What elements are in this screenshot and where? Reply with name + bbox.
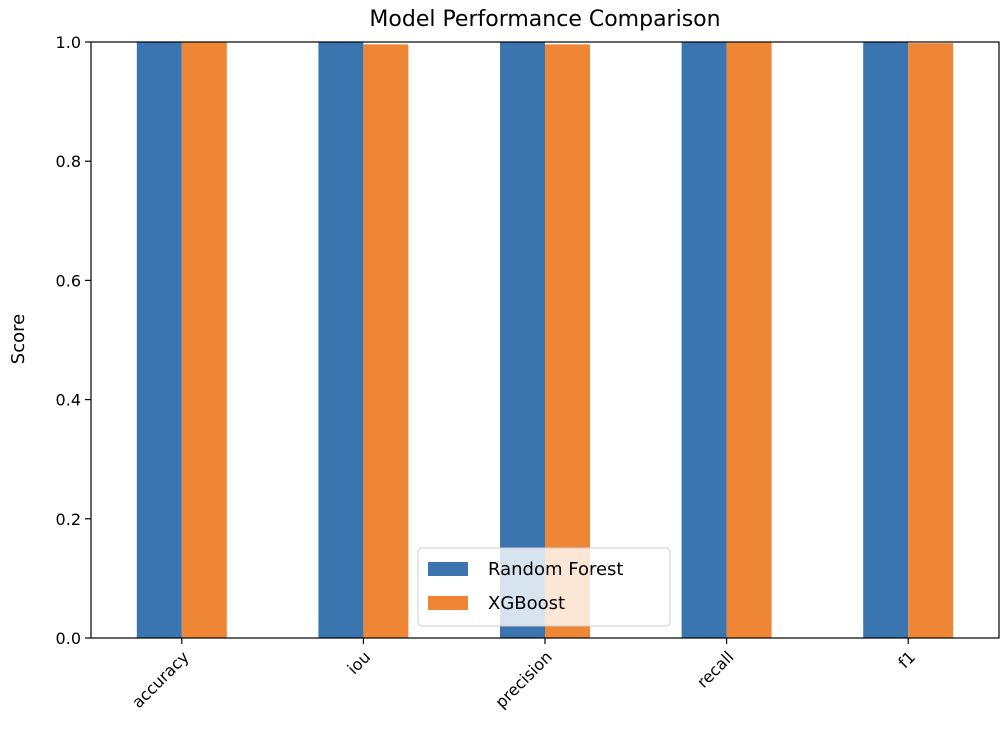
bar-random-forest-f1 (863, 42, 909, 638)
y-tick-label: 1.0 (56, 33, 81, 52)
y-tick-label: 0.6 (56, 271, 81, 290)
legend-label-xgboost: XGBoost (488, 593, 565, 614)
bars-group (136, 42, 954, 639)
x-tick-label-precision: precision (491, 647, 555, 711)
bar-xgboost-iou (363, 44, 409, 639)
y-tick-label: 0.2 (56, 510, 81, 529)
chart-title: Model Performance Comparison (369, 7, 720, 32)
bar-random-forest-iou (318, 42, 364, 638)
legend-box (417, 547, 671, 627)
y-axis-ticks: 0.0 0.2 0.4 0.6 0.8 1.0 (56, 33, 91, 648)
x-tick-label-recall: recall (693, 647, 737, 691)
bar-xgboost-accuracy (181, 42, 227, 638)
y-axis-label: Score (8, 314, 29, 364)
legend: Random Forest XGBoost (417, 547, 671, 627)
bar-random-forest-precision (500, 42, 545, 638)
bar-xgboost-f1 (908, 43, 954, 638)
legend-label-random-forest: Random Forest (488, 559, 623, 580)
x-tick-label-f1: f1 (894, 647, 919, 672)
bar-xgboost-recall (726, 42, 772, 638)
legend-swatch-xgboost (428, 596, 468, 610)
plot-frame (90, 41, 1000, 639)
bar-xgboost-precision (545, 44, 590, 639)
y-tick-label: 0.8 (56, 152, 81, 171)
x-axis-ticks: accuracy iou precision recall f1 (128, 638, 919, 712)
y-tick-label: 0.0 (56, 629, 81, 648)
bar-random-forest-recall (681, 42, 727, 638)
x-tick-label-iou: iou (344, 647, 375, 678)
legend-swatch-random-forest (428, 562, 468, 576)
x-tick-label-accuracy: accuracy (128, 647, 192, 711)
y-tick-label: 0.4 (56, 391, 81, 410)
bar-random-forest-accuracy (136, 42, 182, 638)
